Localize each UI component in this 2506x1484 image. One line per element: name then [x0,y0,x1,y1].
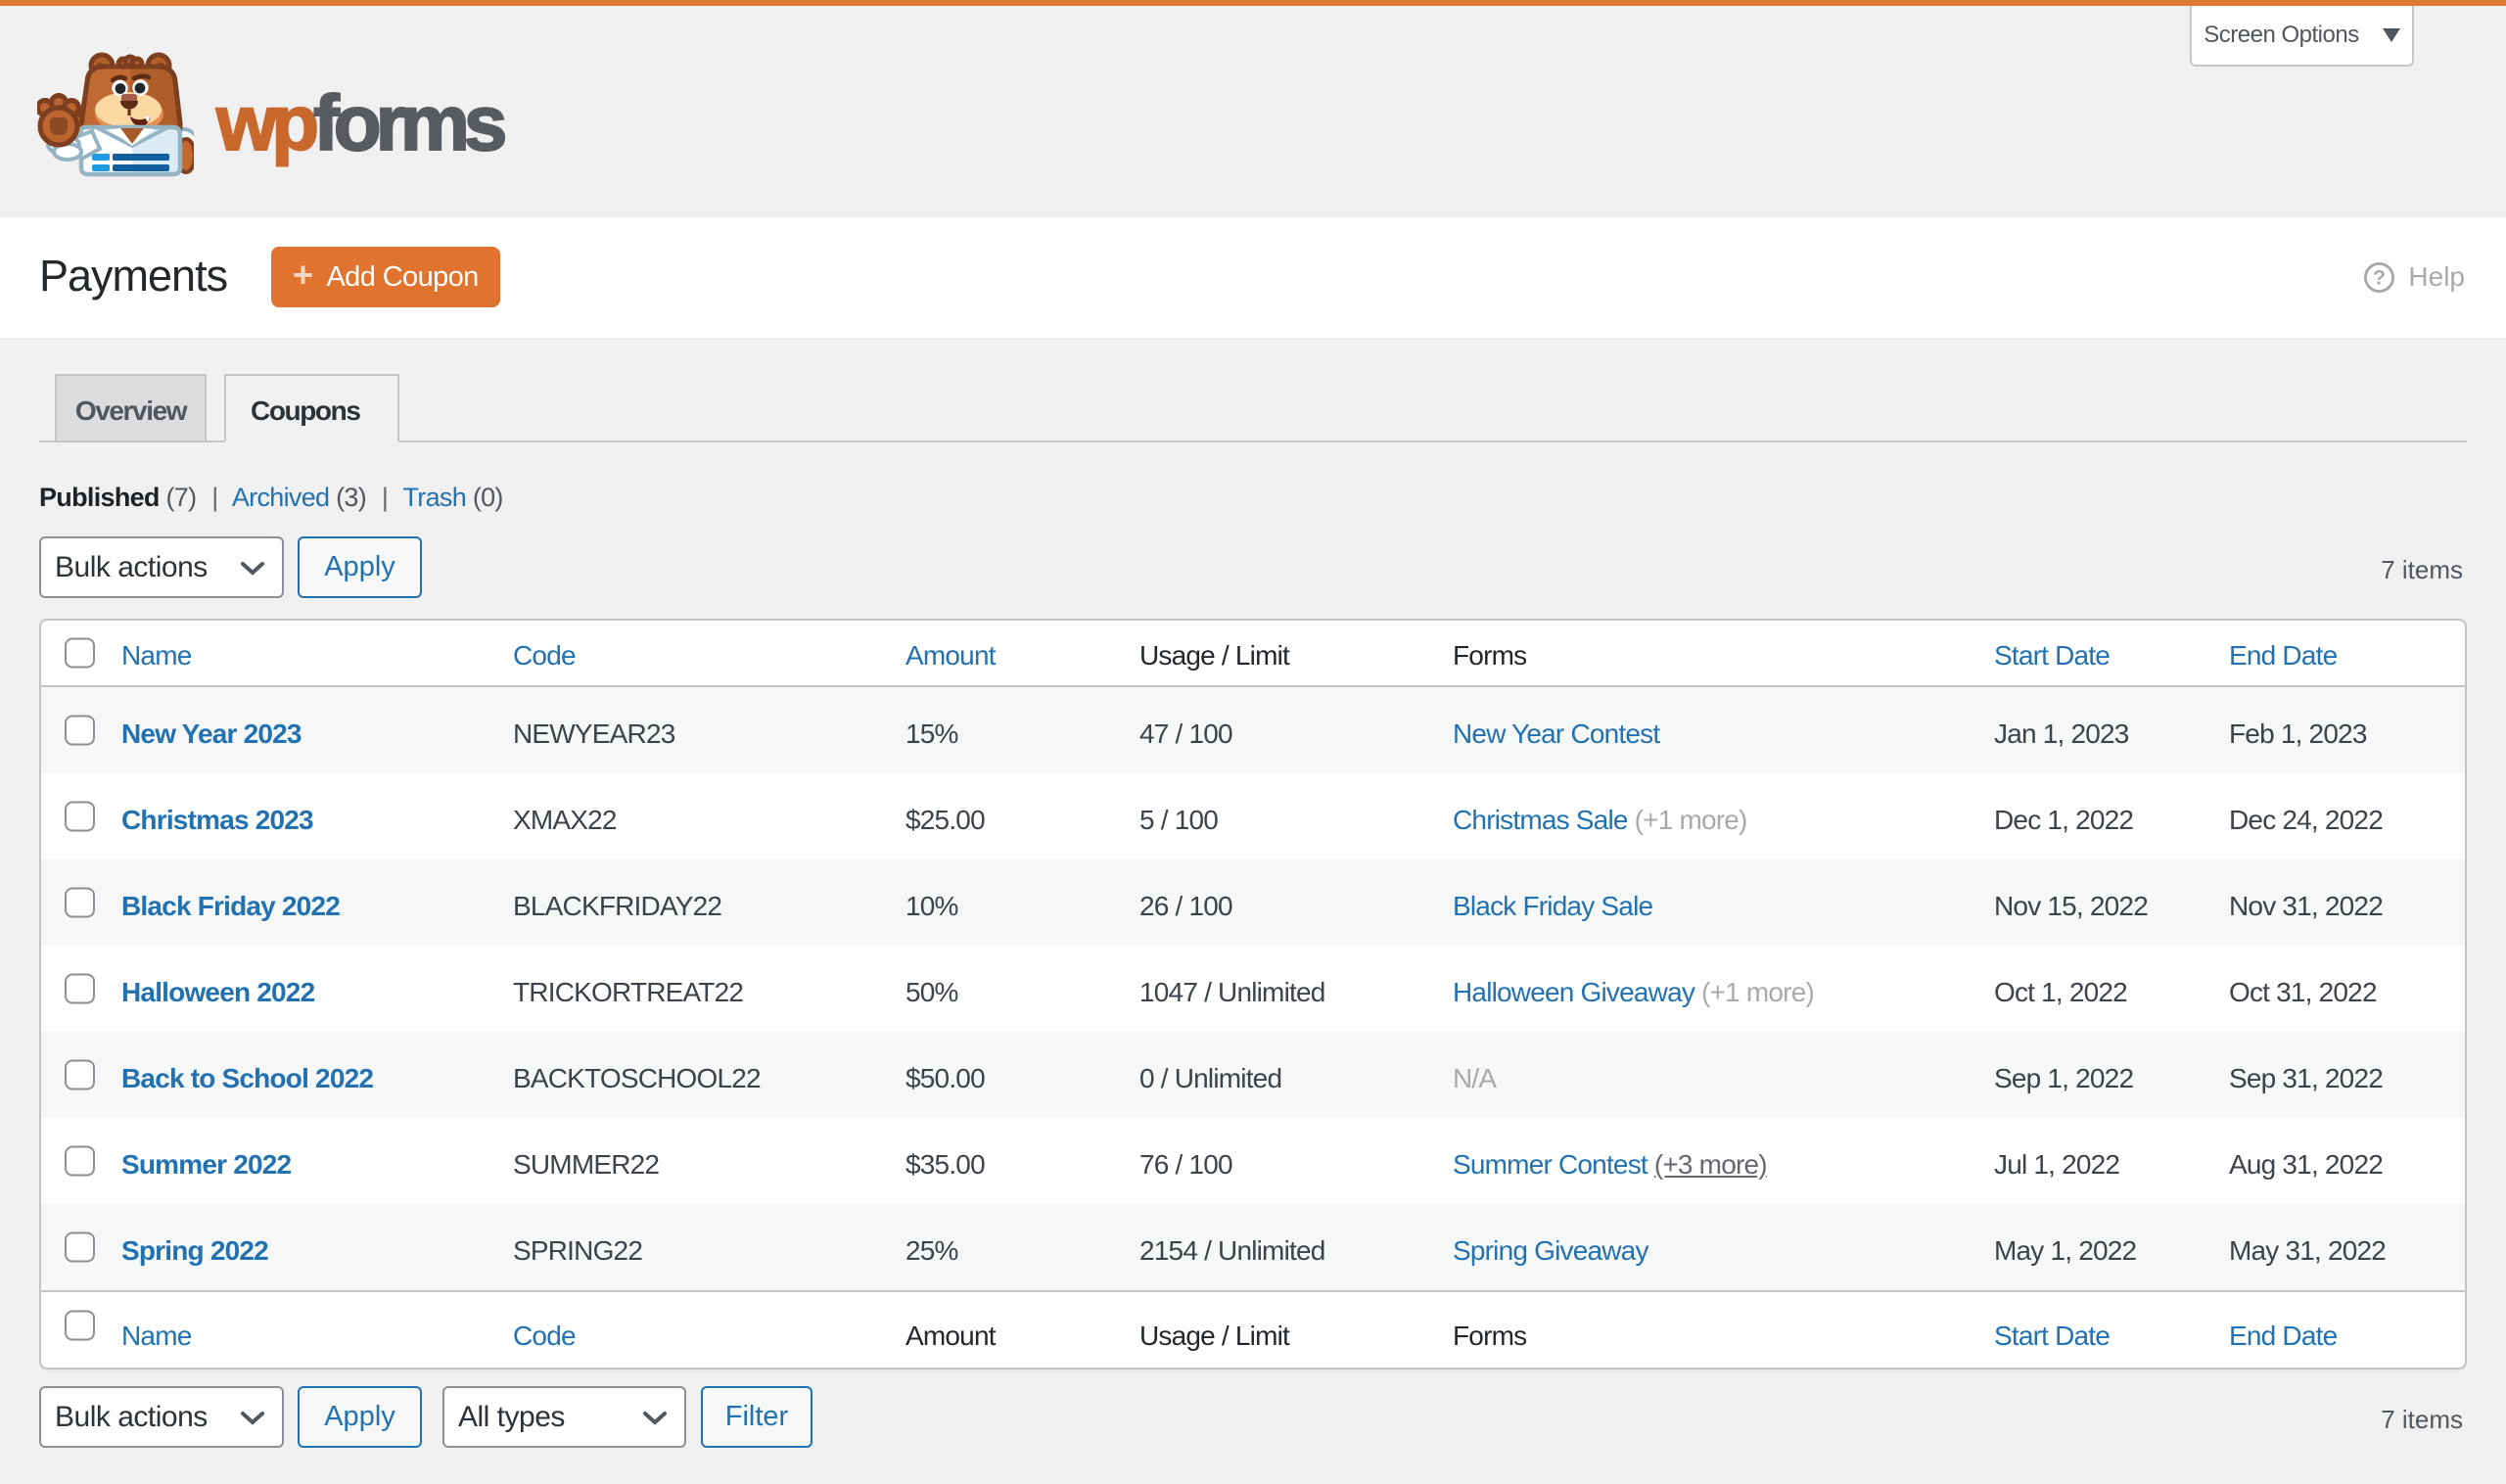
svg-text:?: ? [2373,265,2386,289]
